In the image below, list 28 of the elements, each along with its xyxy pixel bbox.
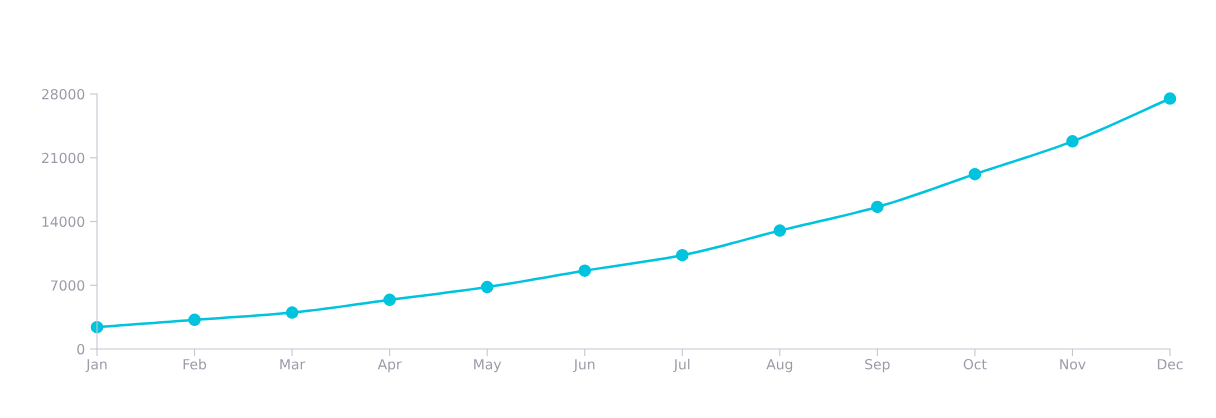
point [1163, 92, 1177, 105]
point [773, 224, 787, 237]
point [968, 167, 982, 181]
x-tick-label: Jul [673, 358, 690, 373]
x-tick-label: Feb [183, 358, 207, 370]
point [871, 200, 884, 214]
x-tick-label: Oct [963, 358, 987, 370]
point [285, 306, 299, 319]
x-tick-label: Dec [1157, 359, 1183, 370]
point [480, 280, 494, 294]
point [676, 248, 689, 262]
x-tick-label: Apr [377, 359, 402, 373]
x-tick-label: Aug [766, 359, 793, 373]
point [1066, 135, 1079, 148]
x-tick-label: May [474, 359, 502, 373]
x-tick-label: Jun [573, 359, 595, 373]
x-tick-label: Sep [865, 358, 890, 373]
y-tick-label: 0 [77, 343, 85, 355]
x-tick-label: Jan [85, 359, 107, 373]
y-tick-label: 7000 [50, 280, 85, 291]
x-tick-label: Nov [1060, 359, 1086, 370]
x-tick-label: Mar [280, 359, 306, 370]
point [383, 293, 396, 307]
y-tick-label: 28000 [42, 88, 85, 100]
y-tick-label: 21000 [42, 152, 85, 164]
point [578, 264, 591, 277]
y-tick-label: 14000 [42, 216, 85, 227]
point [188, 313, 201, 327]
